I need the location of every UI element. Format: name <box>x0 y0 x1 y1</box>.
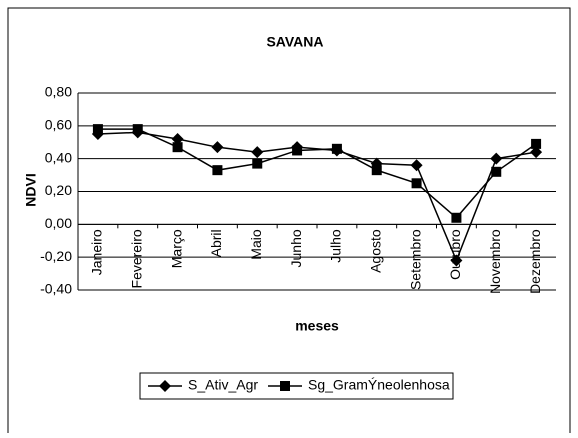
marker <box>450 254 463 267</box>
x-tick-label: Dezembro <box>527 229 543 294</box>
legend-label: Sg_GramÝneolenhosa <box>308 377 450 393</box>
x-tick-label: Setembro <box>407 229 423 290</box>
series-line <box>97 131 537 263</box>
x-tick-label: Novembro <box>487 229 503 294</box>
marker <box>371 165 382 176</box>
marker <box>252 158 263 169</box>
marker <box>410 159 423 172</box>
x-tick-label: Março <box>168 229 184 268</box>
marker <box>280 381 290 391</box>
y-tick-label: -0,40 <box>40 281 72 297</box>
marker <box>491 166 502 177</box>
marker <box>331 143 342 154</box>
y-tick-label: 0,20 <box>45 182 72 198</box>
y-tick-label: 0,40 <box>45 149 72 165</box>
marker <box>292 145 303 156</box>
marker <box>171 132 184 145</box>
marker <box>212 165 223 176</box>
marker <box>172 142 183 153</box>
marker <box>490 152 503 165</box>
x-tick-label: Junho <box>288 229 304 267</box>
series-line <box>97 128 537 219</box>
x-tick-label: Abril <box>208 229 224 257</box>
x-tick-label: Julho <box>328 229 344 263</box>
chart-frame <box>7 7 571 438</box>
marker <box>211 141 224 154</box>
y-axis-label: NDVI <box>23 173 39 206</box>
x-tick-label: Janeiro <box>89 229 105 275</box>
marker <box>92 124 103 135</box>
legend-label: S_Ativ_Agr <box>188 377 258 393</box>
x-tick-label: Outubro <box>447 229 463 280</box>
x-tick-label: Agosto <box>367 229 383 273</box>
x-tick-label: Fevereiro <box>128 229 144 288</box>
marker <box>132 124 143 135</box>
marker <box>451 212 462 223</box>
marker <box>159 380 171 392</box>
chart-title: SAVANA <box>266 34 323 50</box>
y-tick-label: 0,80 <box>45 84 72 100</box>
y-tick-label: -0,20 <box>40 248 72 264</box>
marker <box>530 146 543 159</box>
x-axis-label: meses <box>295 318 339 334</box>
marker <box>411 178 422 189</box>
marker <box>531 138 542 149</box>
x-tick-label: Maio <box>248 229 264 260</box>
y-tick-label: 0,00 <box>45 215 72 231</box>
marker <box>251 146 264 159</box>
y-tick-label: 0,60 <box>45 117 72 133</box>
